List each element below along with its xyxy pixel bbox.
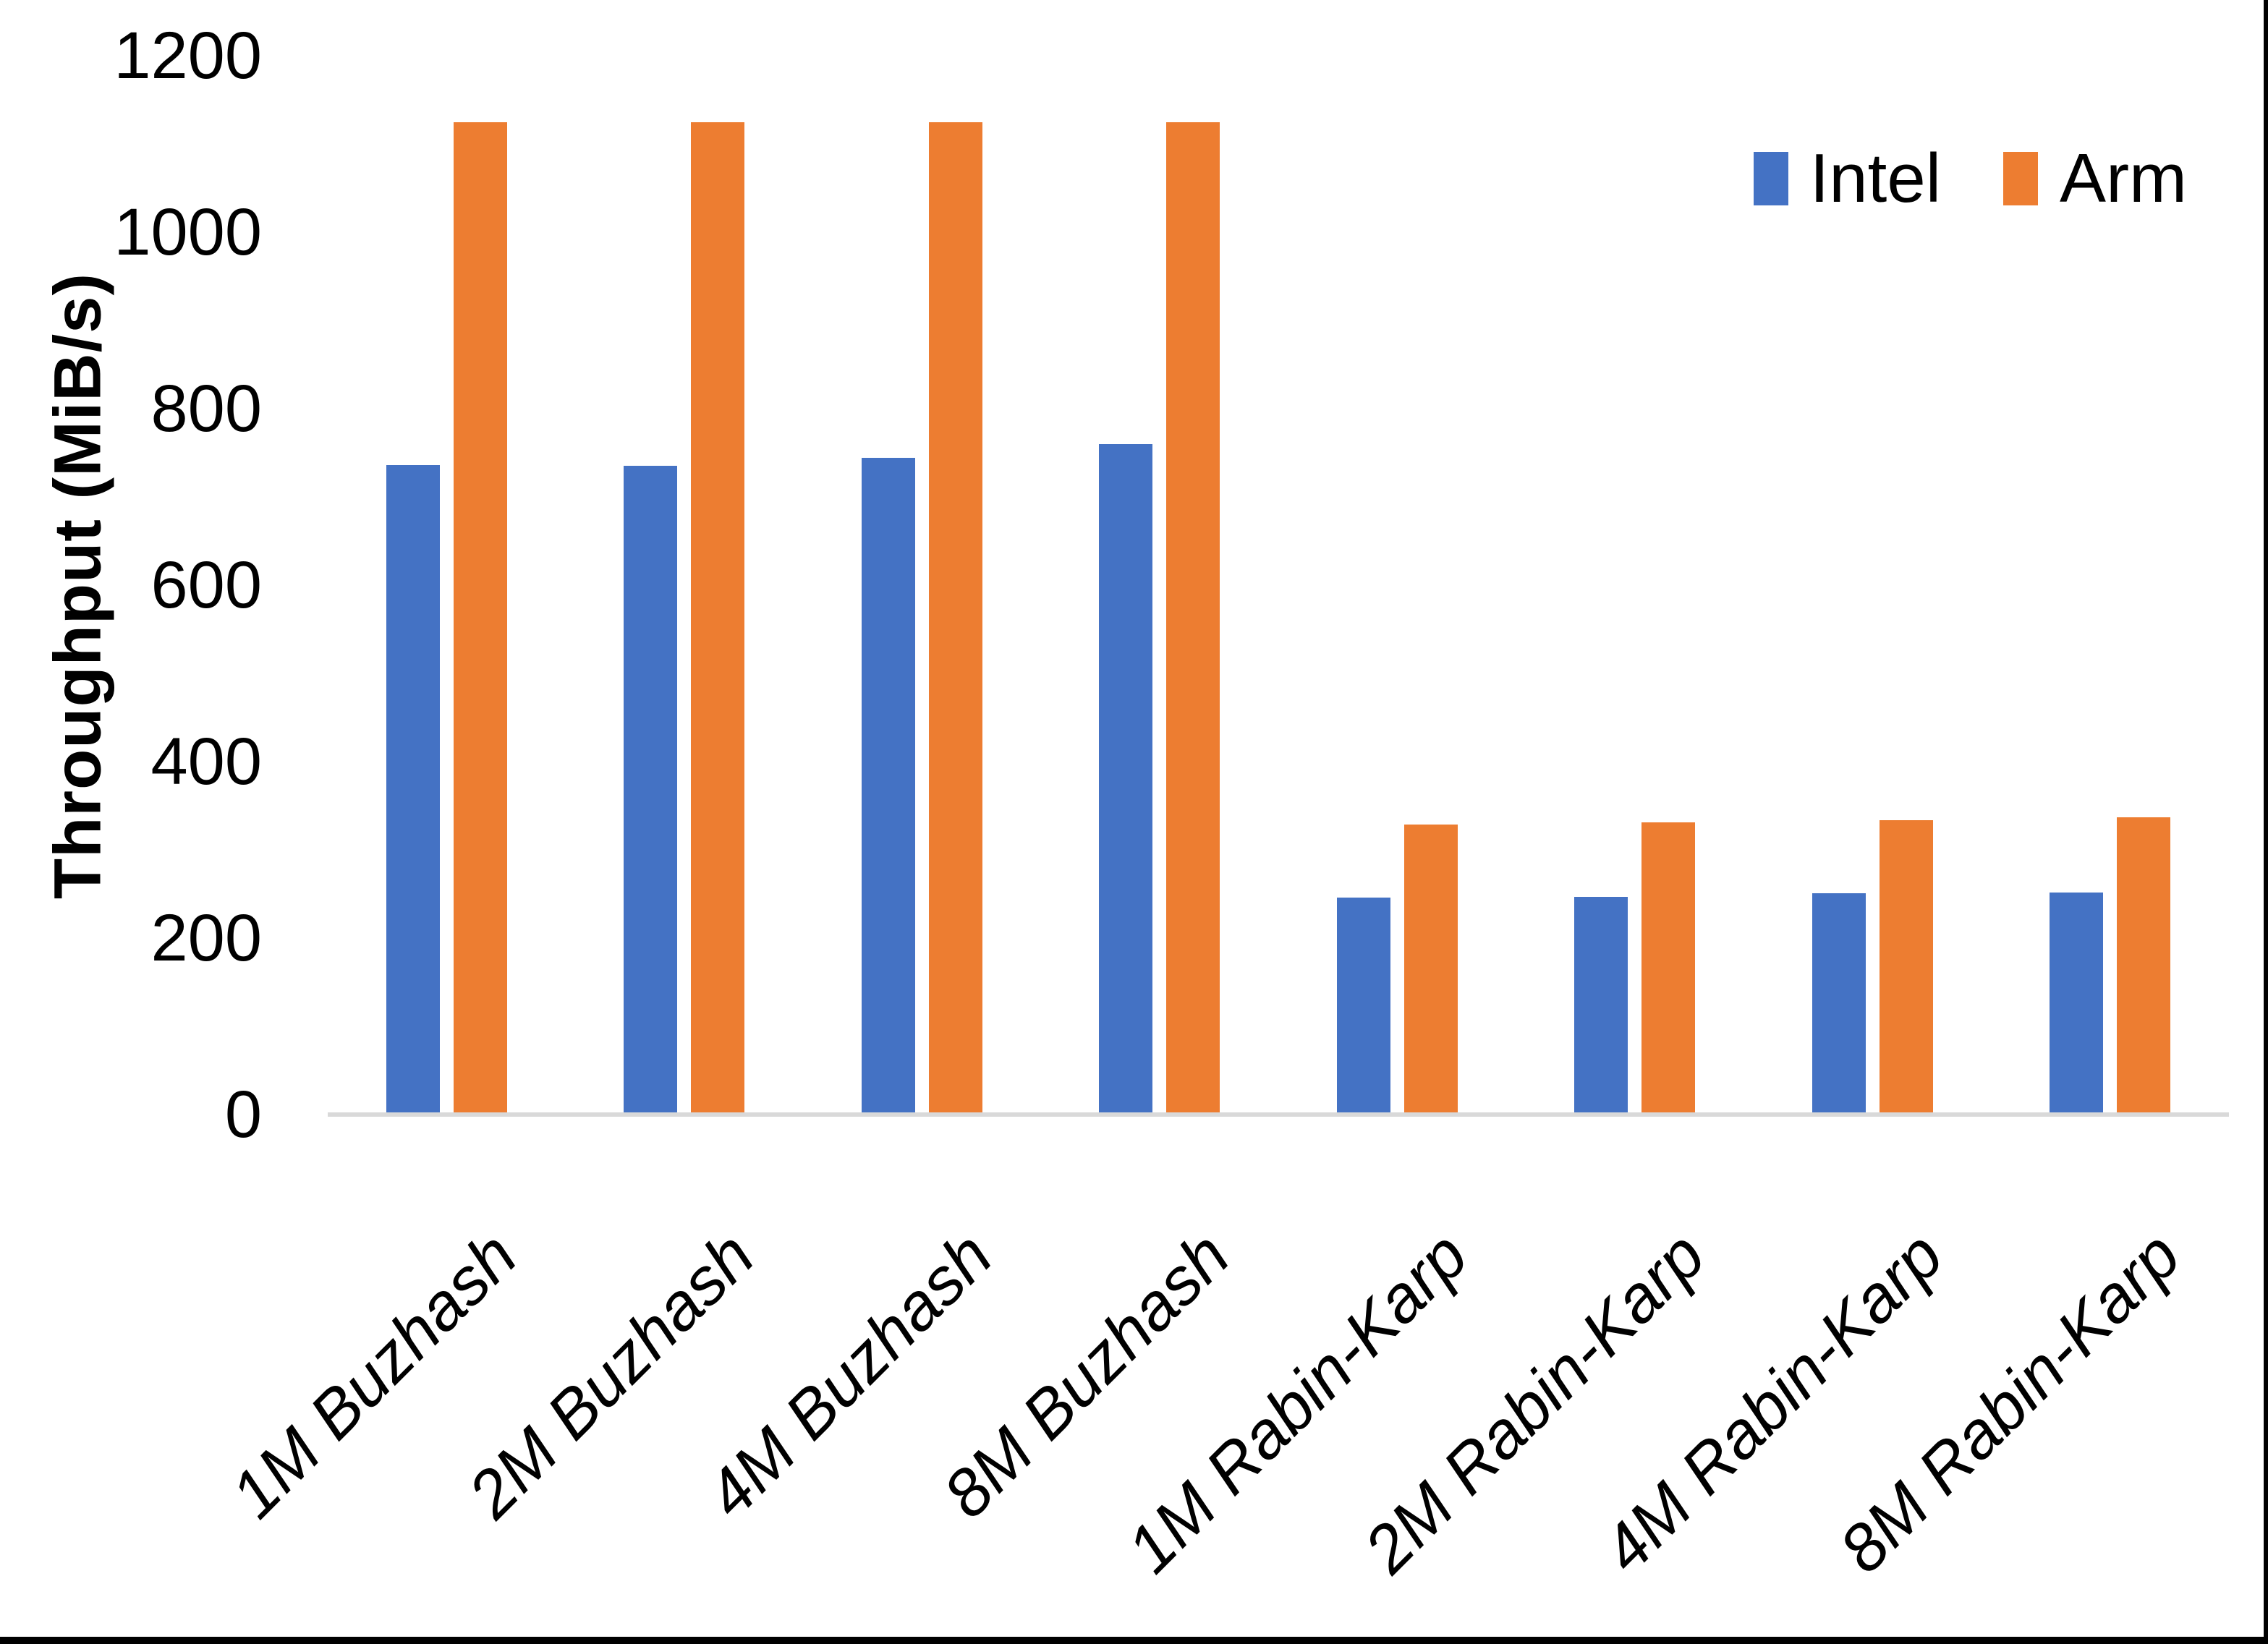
y-tick-label-800: 800 <box>150 372 263 446</box>
bar-arm-4m-rabin-karp <box>1879 819 1933 1115</box>
y-tick-label-1000: 1000 <box>114 195 262 269</box>
bar-intel-1m-buzhash <box>386 465 440 1115</box>
y-tick-label-0: 0 <box>224 1078 262 1151</box>
y-tick-label-400: 400 <box>150 725 263 798</box>
bar-intel-8m-buzhash <box>1099 443 1153 1115</box>
bar-intel-1m-rabin-karp <box>1336 897 1390 1115</box>
bar-arm-8m-buzhash <box>1166 122 1220 1115</box>
y-tick-label-600: 600 <box>150 548 263 622</box>
legend-item-arm: Arm <box>2003 139 2187 218</box>
bar-intel-4m-buzhash <box>861 458 915 1115</box>
bar-arm-2m-buzhash <box>691 122 745 1115</box>
legend-swatch-intel <box>1753 152 1788 205</box>
bar-arm-1m-rabin-karp <box>1403 824 1458 1115</box>
screenshot-edge-right <box>2264 0 2268 1644</box>
y-tick-label-200: 200 <box>150 901 263 975</box>
y-tick-label-1200: 1200 <box>114 19 262 93</box>
bar-intel-4m-rabin-karp <box>1812 893 1866 1115</box>
legend-label-intel: Intel <box>1809 140 1942 217</box>
legend-swatch-arm <box>2003 152 2039 205</box>
bar-arm-8m-rabin-karp <box>2117 817 2171 1115</box>
screenshot-edge-bottom <box>0 1637 2268 1644</box>
bar-intel-2m-rabin-karp <box>1574 896 1628 1115</box>
x-axis-line <box>328 1112 2229 1117</box>
bar-intel-2m-buzhash <box>624 466 678 1115</box>
legend: Intel Arm <box>1753 139 2187 218</box>
bar-arm-2m-rabin-karp <box>1641 822 1696 1115</box>
bar-intel-8m-rabin-karp <box>2050 892 2104 1115</box>
bar-arm-4m-buzhash <box>928 122 982 1115</box>
legend-label-arm: Arm <box>2060 140 2187 217</box>
legend-item-intel: Intel <box>1753 139 1942 218</box>
bar-arm-1m-buzhash <box>453 122 507 1115</box>
